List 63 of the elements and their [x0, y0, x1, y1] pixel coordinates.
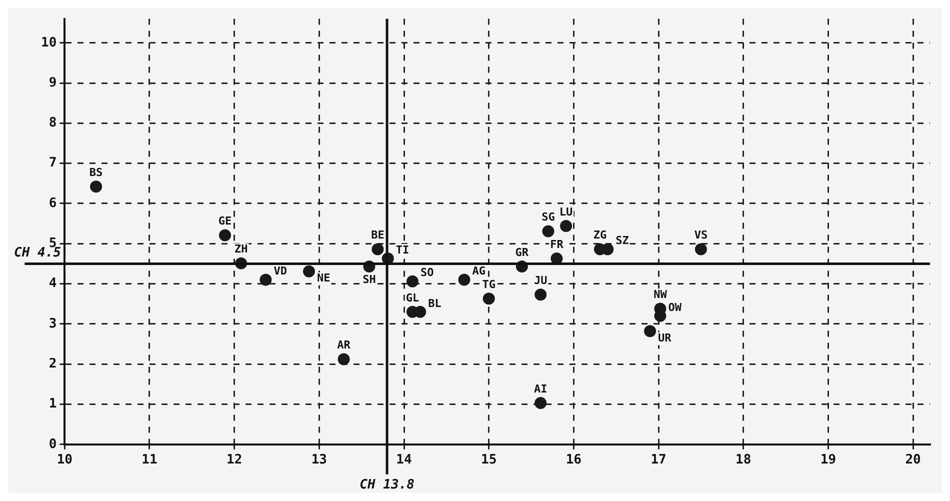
x-tick-label: 11	[142, 452, 158, 468]
annotation: BE	[371, 228, 384, 242]
annotation: AI	[534, 382, 548, 396]
annotation: ZG	[593, 228, 607, 242]
x-tick-label: 20	[905, 452, 922, 468]
annotation: OW	[668, 300, 682, 314]
x-tick-label: 16	[566, 452, 582, 468]
point	[338, 353, 350, 366]
x-tick-label: 18	[736, 452, 752, 468]
point	[372, 243, 384, 256]
point	[482, 292, 495, 305]
x-tick-label: 17	[650, 452, 666, 468]
ref-line-label: CH 13.8	[360, 477, 415, 492]
y-tick-label: 8	[48, 116, 57, 131]
point	[694, 243, 707, 256]
annotation: SH	[362, 272, 376, 286]
annotation: SZ	[616, 234, 630, 248]
y-tick-label: 0	[48, 436, 57, 452]
annotation: AR	[337, 338, 351, 352]
annotation: ZH	[234, 242, 248, 256]
point	[534, 397, 547, 410]
point	[560, 220, 572, 232]
annotation: SG	[542, 210, 556, 224]
x-tick-label: 13	[311, 452, 327, 468]
annotation: GR	[515, 246, 529, 259]
annotation: BS	[89, 166, 103, 179]
annotation: VS	[694, 228, 708, 242]
x-tick-label: 19	[820, 452, 836, 468]
y-tick-label: 10	[40, 35, 57, 50]
point	[458, 274, 470, 286]
y-tick-label: 3	[48, 316, 57, 332]
annotation: BL	[428, 296, 442, 310]
x-tick-label: 14	[396, 452, 412, 468]
annotation: FR	[550, 238, 564, 251]
point	[542, 225, 554, 238]
x-tick-label: 15	[481, 452, 497, 468]
annotation: AG	[472, 264, 486, 278]
annotation: TI	[396, 243, 410, 256]
x-tick-label: 12	[226, 452, 242, 468]
point	[90, 180, 102, 193]
annotation: JU	[534, 274, 548, 287]
y-tick-label: 4	[48, 276, 57, 292]
point	[218, 229, 231, 242]
annotation: NE	[316, 272, 330, 285]
point	[260, 274, 272, 286]
y-tick-label: 7	[48, 156, 57, 171]
point	[644, 325, 656, 338]
y-tick-label: 6	[48, 196, 57, 211]
annotation: GE	[218, 214, 232, 228]
point	[406, 275, 418, 288]
annotation: LU	[559, 205, 574, 218]
annotation: TG	[482, 278, 496, 292]
y-tick-label: 2	[48, 356, 57, 372]
annotation: UR	[658, 332, 672, 345]
annotation: SO	[420, 266, 434, 280]
annotation: NW	[654, 288, 668, 302]
point	[534, 288, 547, 301]
annotation: GL	[406, 291, 420, 304]
annotation: VD	[274, 264, 288, 278]
y-tick-label: 1	[48, 396, 57, 412]
ref-line-label: CH 4.5	[14, 246, 62, 261]
point	[302, 265, 315, 278]
y-tick-label: 9	[48, 75, 57, 90]
